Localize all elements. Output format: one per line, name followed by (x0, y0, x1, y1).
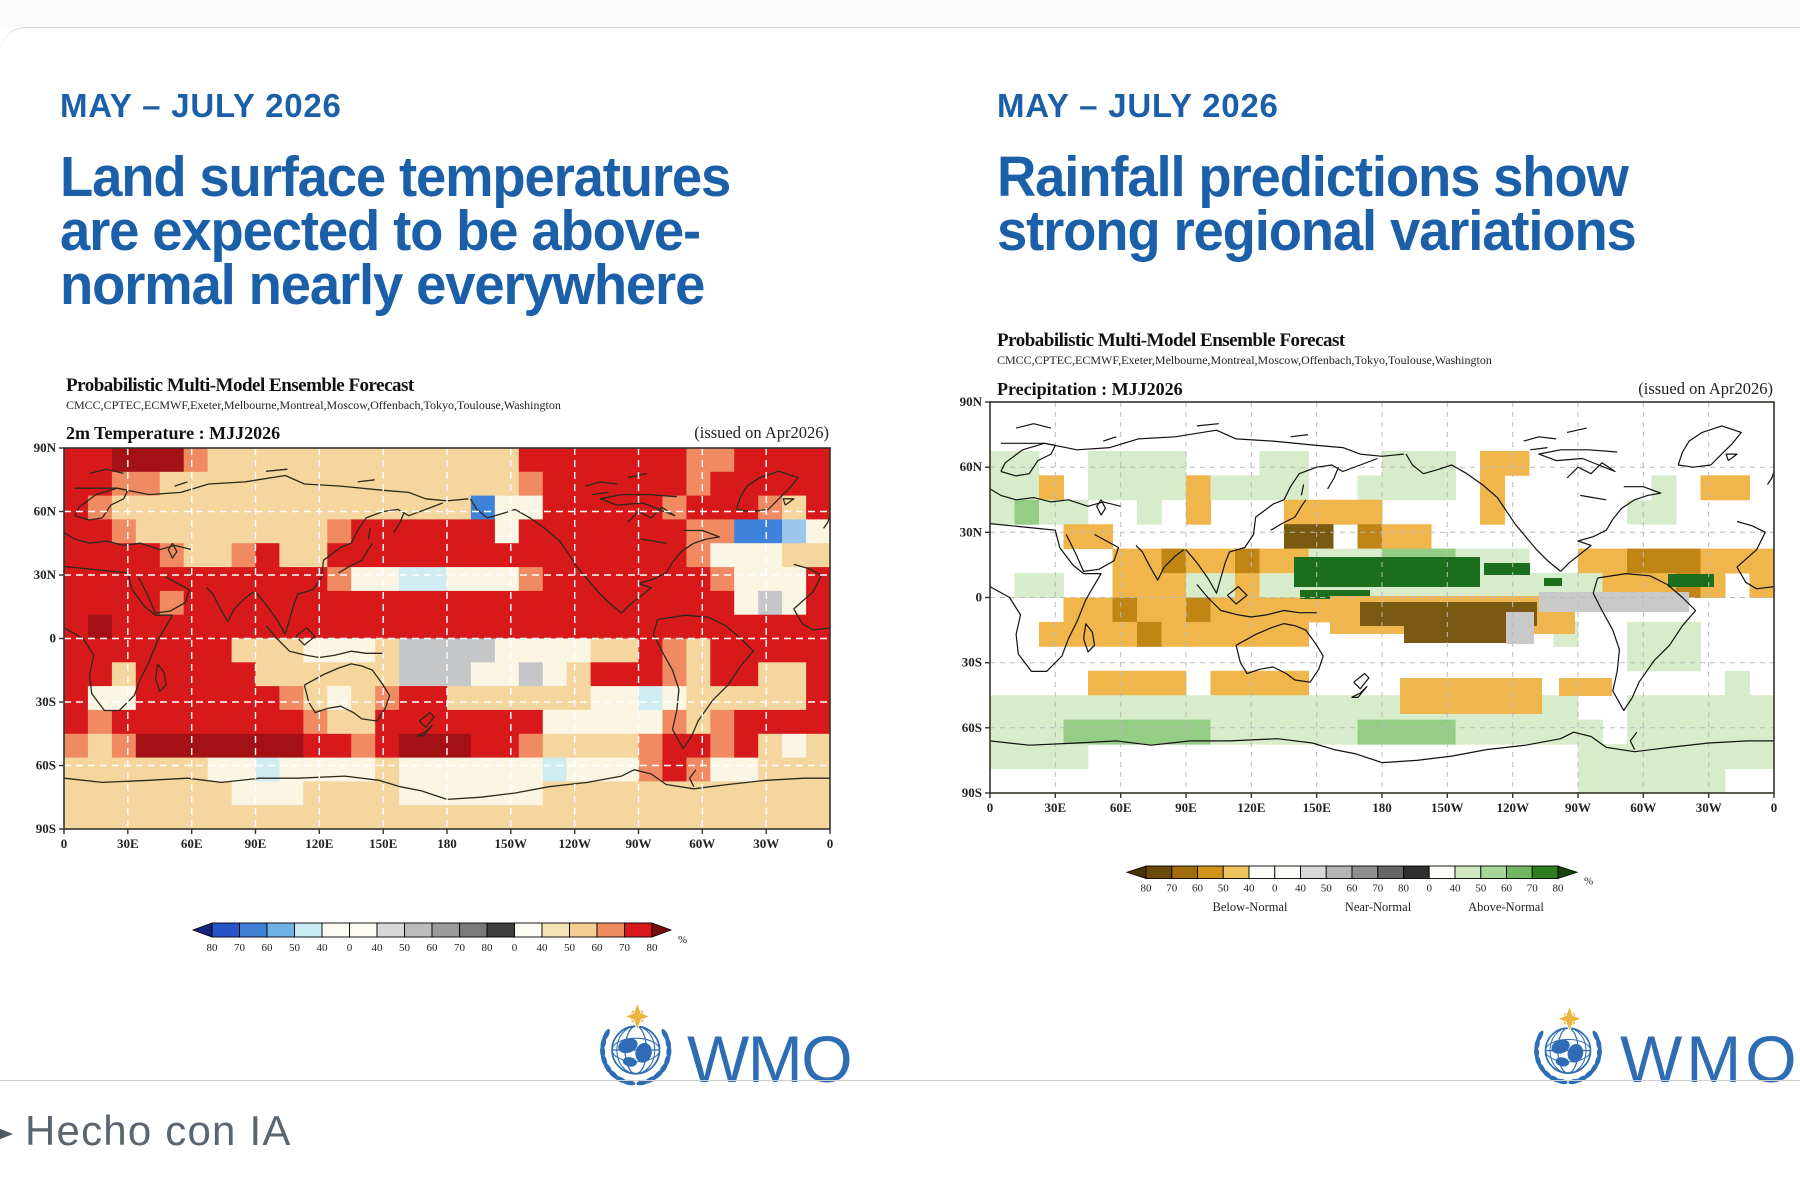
svg-text:Near-Normal: Near-Normal (1345, 900, 1412, 914)
svg-text:40: 40 (1244, 883, 1256, 895)
svg-text:Probabilistic Multi-Model Ense: Probabilistic Multi-Model Ensemble Forec… (66, 375, 415, 396)
svg-text:90E: 90E (245, 836, 267, 851)
svg-text:0: 0 (347, 942, 353, 954)
svg-text:60: 60 (592, 942, 604, 954)
svg-text:60: 60 (1192, 883, 1204, 895)
svg-text:50: 50 (1321, 883, 1333, 895)
svg-text:30W: 30W (753, 836, 779, 851)
svg-text:50: 50 (1475, 883, 1487, 895)
svg-text:30E: 30E (1044, 800, 1066, 815)
svg-text:60: 60 (1347, 883, 1359, 895)
svg-text:0: 0 (61, 836, 68, 851)
svg-text:70: 70 (619, 942, 631, 954)
svg-text:40: 40 (1450, 883, 1462, 895)
svg-text:40: 40 (372, 942, 384, 954)
svg-text:180: 180 (437, 836, 457, 851)
svg-text:0: 0 (1272, 883, 1278, 895)
svg-text:70: 70 (1166, 883, 1178, 895)
svg-text:90S: 90S (962, 785, 982, 800)
svg-text:50: 50 (399, 942, 411, 954)
svg-text:70: 70 (234, 942, 246, 954)
svg-text:70: 70 (1527, 883, 1539, 895)
svg-text:80: 80 (207, 942, 219, 954)
svg-text:40: 40 (537, 942, 549, 954)
svg-text:0: 0 (987, 800, 994, 815)
svg-text:0: 0 (827, 836, 834, 851)
svg-text:90W: 90W (1565, 800, 1591, 815)
svg-text:50: 50 (564, 942, 576, 954)
svg-text:60: 60 (427, 942, 439, 954)
svg-text:60: 60 (1501, 883, 1513, 895)
svg-text:90E: 90E (1175, 800, 1197, 815)
svg-text:60S: 60S (36, 758, 56, 773)
svg-text:50: 50 (289, 942, 301, 954)
svg-text:(issued on Apr2026): (issued on Apr2026) (1638, 379, 1773, 398)
svg-text:60W: 60W (1630, 800, 1656, 815)
svg-text:0: 0 (1771, 800, 1778, 815)
svg-text:80: 80 (647, 942, 659, 954)
svg-text:60: 60 (262, 942, 274, 954)
svg-text:40: 40 (1295, 883, 1307, 895)
svg-text:0: 0 (50, 631, 57, 646)
svg-text:40: 40 (317, 942, 329, 954)
svg-text:150E: 150E (369, 836, 397, 851)
svg-text:30N: 30N (960, 524, 983, 539)
svg-text:CMCC,CPTEC,ECMWF,Exeter,Melbou: CMCC,CPTEC,ECMWF,Exeter,Melbourne,Montre… (66, 398, 561, 412)
svg-text:80: 80 (1141, 883, 1153, 895)
svg-text:50: 50 (1218, 883, 1230, 895)
svg-text:30S: 30S (36, 694, 56, 709)
svg-text:120E: 120E (305, 836, 333, 851)
svg-text:60E: 60E (1110, 800, 1132, 815)
svg-text:60E: 60E (181, 836, 203, 851)
svg-text:120W: 120W (1496, 800, 1529, 815)
svg-text:90W: 90W (626, 836, 652, 851)
svg-text:30N: 30N (34, 567, 57, 582)
svg-text:(issued on Apr2026): (issued on Apr2026) (694, 423, 829, 442)
svg-text:80: 80 (1553, 883, 1565, 895)
svg-text:2m Temperature : MJJ2026: 2m Temperature : MJJ2026 (66, 423, 280, 443)
svg-text:150W: 150W (1431, 800, 1464, 815)
svg-text:90N: 90N (960, 394, 983, 409)
svg-text:60W: 60W (689, 836, 715, 851)
svg-text:0: 0 (976, 590, 983, 605)
svg-text:70: 70 (1372, 883, 1384, 895)
svg-text:Precipitation : MJJ2026: Precipitation : MJJ2026 (997, 379, 1183, 399)
svg-text:CMCC,CPTEC,ECMWF,Exeter,Melbou: CMCC,CPTEC,ECMWF,Exeter,Melbourne,Montre… (997, 353, 1492, 367)
svg-text:120E: 120E (1237, 800, 1265, 815)
svg-text:30S: 30S (962, 655, 982, 670)
svg-text:60N: 60N (34, 504, 57, 519)
svg-text:90N: 90N (34, 440, 57, 455)
svg-text:70: 70 (454, 942, 466, 954)
svg-text:0: 0 (1426, 883, 1432, 895)
svg-text:80: 80 (1398, 883, 1410, 895)
svg-text:60N: 60N (960, 459, 983, 474)
svg-text:180: 180 (1372, 800, 1392, 815)
svg-text:30E: 30E (117, 836, 139, 851)
svg-text:%: % (678, 934, 687, 946)
svg-text:80: 80 (482, 942, 494, 954)
svg-text:Probabilistic Multi-Model Ense: Probabilistic Multi-Model Ensemble Forec… (997, 330, 1346, 351)
svg-text:30W: 30W (1696, 800, 1722, 815)
svg-text:120W: 120W (558, 836, 591, 851)
svg-text:90S: 90S (36, 821, 56, 836)
svg-text:Below-Normal: Below-Normal (1213, 900, 1289, 914)
svg-text:0: 0 (512, 942, 518, 954)
svg-text:150E: 150E (1303, 800, 1331, 815)
svg-text:Above-Normal: Above-Normal (1468, 900, 1544, 914)
svg-text:%: % (1584, 876, 1593, 888)
svg-text:150W: 150W (495, 836, 528, 851)
svg-text:60S: 60S (962, 720, 982, 735)
